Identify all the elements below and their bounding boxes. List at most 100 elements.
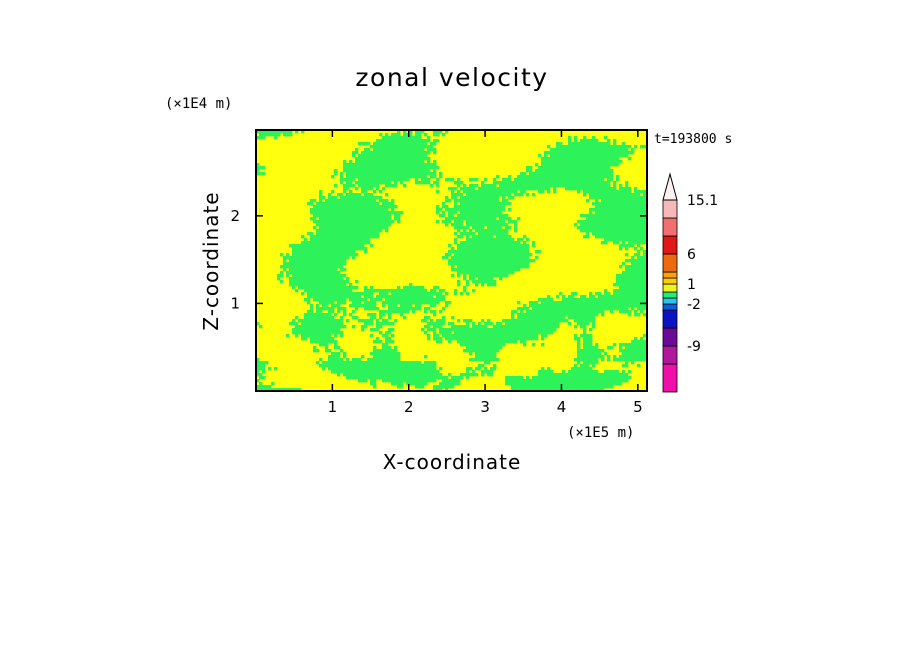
heatmap-cell — [385, 184, 389, 188]
heatmap-cell — [643, 226, 647, 230]
heatmap-cell — [478, 193, 482, 197]
heatmap-cell — [457, 205, 461, 209]
heatmap-cell — [508, 196, 512, 200]
heatmap-cell — [406, 301, 410, 305]
heatmap-cell — [361, 364, 365, 368]
heatmap-cell — [325, 220, 329, 224]
heatmap-cell — [565, 385, 569, 389]
heatmap-cell — [622, 373, 626, 377]
heatmap-cell — [412, 175, 416, 179]
heatmap-cell — [445, 304, 449, 308]
heatmap-cell — [487, 190, 491, 194]
heatmap-cell — [367, 232, 371, 236]
heatmap-cell — [502, 241, 506, 245]
heatmap-cell — [301, 322, 305, 326]
heatmap-cell — [583, 166, 587, 170]
heatmap-cell — [385, 211, 389, 215]
heatmap-cell — [319, 337, 323, 341]
heatmap-cell — [316, 211, 320, 215]
heatmap-cell — [325, 232, 329, 236]
heatmap-cell — [319, 274, 323, 278]
heatmap-cell — [346, 214, 350, 218]
heatmap-cell — [550, 382, 554, 386]
heatmap-cell — [577, 385, 581, 389]
heatmap-cell — [529, 331, 533, 335]
heatmap-cell — [625, 355, 629, 359]
heatmap-cell — [538, 388, 542, 391]
heatmap-cell — [442, 307, 446, 311]
heatmap-cell — [475, 253, 479, 257]
heatmap-cell — [595, 160, 599, 164]
heatmap-cell — [421, 382, 425, 386]
heatmap-cell — [592, 349, 596, 353]
heatmap-cell — [538, 190, 542, 194]
heatmap-cell — [316, 298, 320, 302]
heatmap-cell — [403, 184, 407, 188]
heatmap-cell — [322, 262, 326, 266]
heatmap-cell — [589, 337, 593, 341]
heatmap-cell — [607, 160, 611, 164]
heatmap-cell — [415, 178, 419, 182]
heatmap-cell — [316, 223, 320, 227]
heatmap-cell — [568, 145, 572, 149]
heatmap-cell — [616, 145, 620, 149]
heatmap-cell — [331, 223, 335, 227]
heatmap-cell — [625, 217, 629, 221]
heatmap-cell — [610, 238, 614, 242]
heatmap-cell — [481, 319, 485, 323]
heatmap-cell — [430, 367, 434, 371]
heatmap-cell — [490, 202, 494, 206]
heatmap-cell — [604, 370, 608, 374]
heatmap-cell — [610, 193, 614, 197]
heatmap-cell — [616, 235, 620, 239]
heatmap-cell — [577, 352, 581, 356]
heatmap-cell — [424, 178, 428, 182]
heatmap-cell — [415, 154, 419, 158]
heatmap-cell — [358, 208, 362, 212]
heatmap-cell — [331, 283, 335, 287]
heatmap-cell — [538, 328, 542, 332]
heatmap-cell — [568, 388, 572, 391]
heatmap-cell — [628, 370, 632, 374]
heatmap-cell — [583, 370, 587, 374]
heatmap-cell — [385, 364, 389, 368]
heatmap-cell — [385, 217, 389, 221]
heatmap-cell — [631, 193, 635, 197]
heatmap-cell — [496, 271, 500, 275]
heatmap-cell — [358, 364, 362, 368]
heatmap-cell — [376, 142, 380, 146]
heatmap-cell — [487, 352, 491, 356]
heatmap-cell — [484, 277, 488, 281]
heatmap-cell — [376, 364, 380, 368]
heatmap-cell — [334, 226, 338, 230]
heatmap-cell — [490, 349, 494, 353]
heatmap-cell — [481, 373, 485, 377]
heatmap-cell — [322, 256, 326, 260]
heatmap-cell — [637, 193, 641, 197]
heatmap-cell — [631, 361, 635, 365]
heatmap-cell — [325, 334, 329, 338]
heatmap-cell — [556, 388, 560, 391]
heatmap-cell — [472, 370, 476, 374]
heatmap-cell — [532, 382, 536, 386]
heatmap-cell — [454, 289, 458, 293]
heatmap-cell — [364, 286, 368, 290]
heatmap-cell — [586, 235, 590, 239]
heatmap-cell — [418, 373, 422, 377]
heatmap-cell — [475, 262, 479, 266]
heatmap-cell — [568, 310, 572, 314]
heatmap-cell — [484, 235, 488, 239]
heatmap-cell — [598, 211, 602, 215]
heatmap-cell — [475, 367, 479, 371]
heatmap-cell — [418, 292, 422, 296]
heatmap-cell — [610, 169, 614, 173]
heatmap-cell — [400, 370, 404, 374]
heatmap-cell — [340, 322, 344, 326]
heatmap-cell — [394, 166, 398, 170]
heatmap-cell — [331, 316, 335, 320]
heatmap-cell — [601, 373, 605, 377]
heatmap-cell — [352, 196, 356, 200]
heatmap-cell — [625, 295, 629, 299]
heatmap-cell — [340, 301, 344, 305]
heatmap-cell — [634, 286, 638, 290]
